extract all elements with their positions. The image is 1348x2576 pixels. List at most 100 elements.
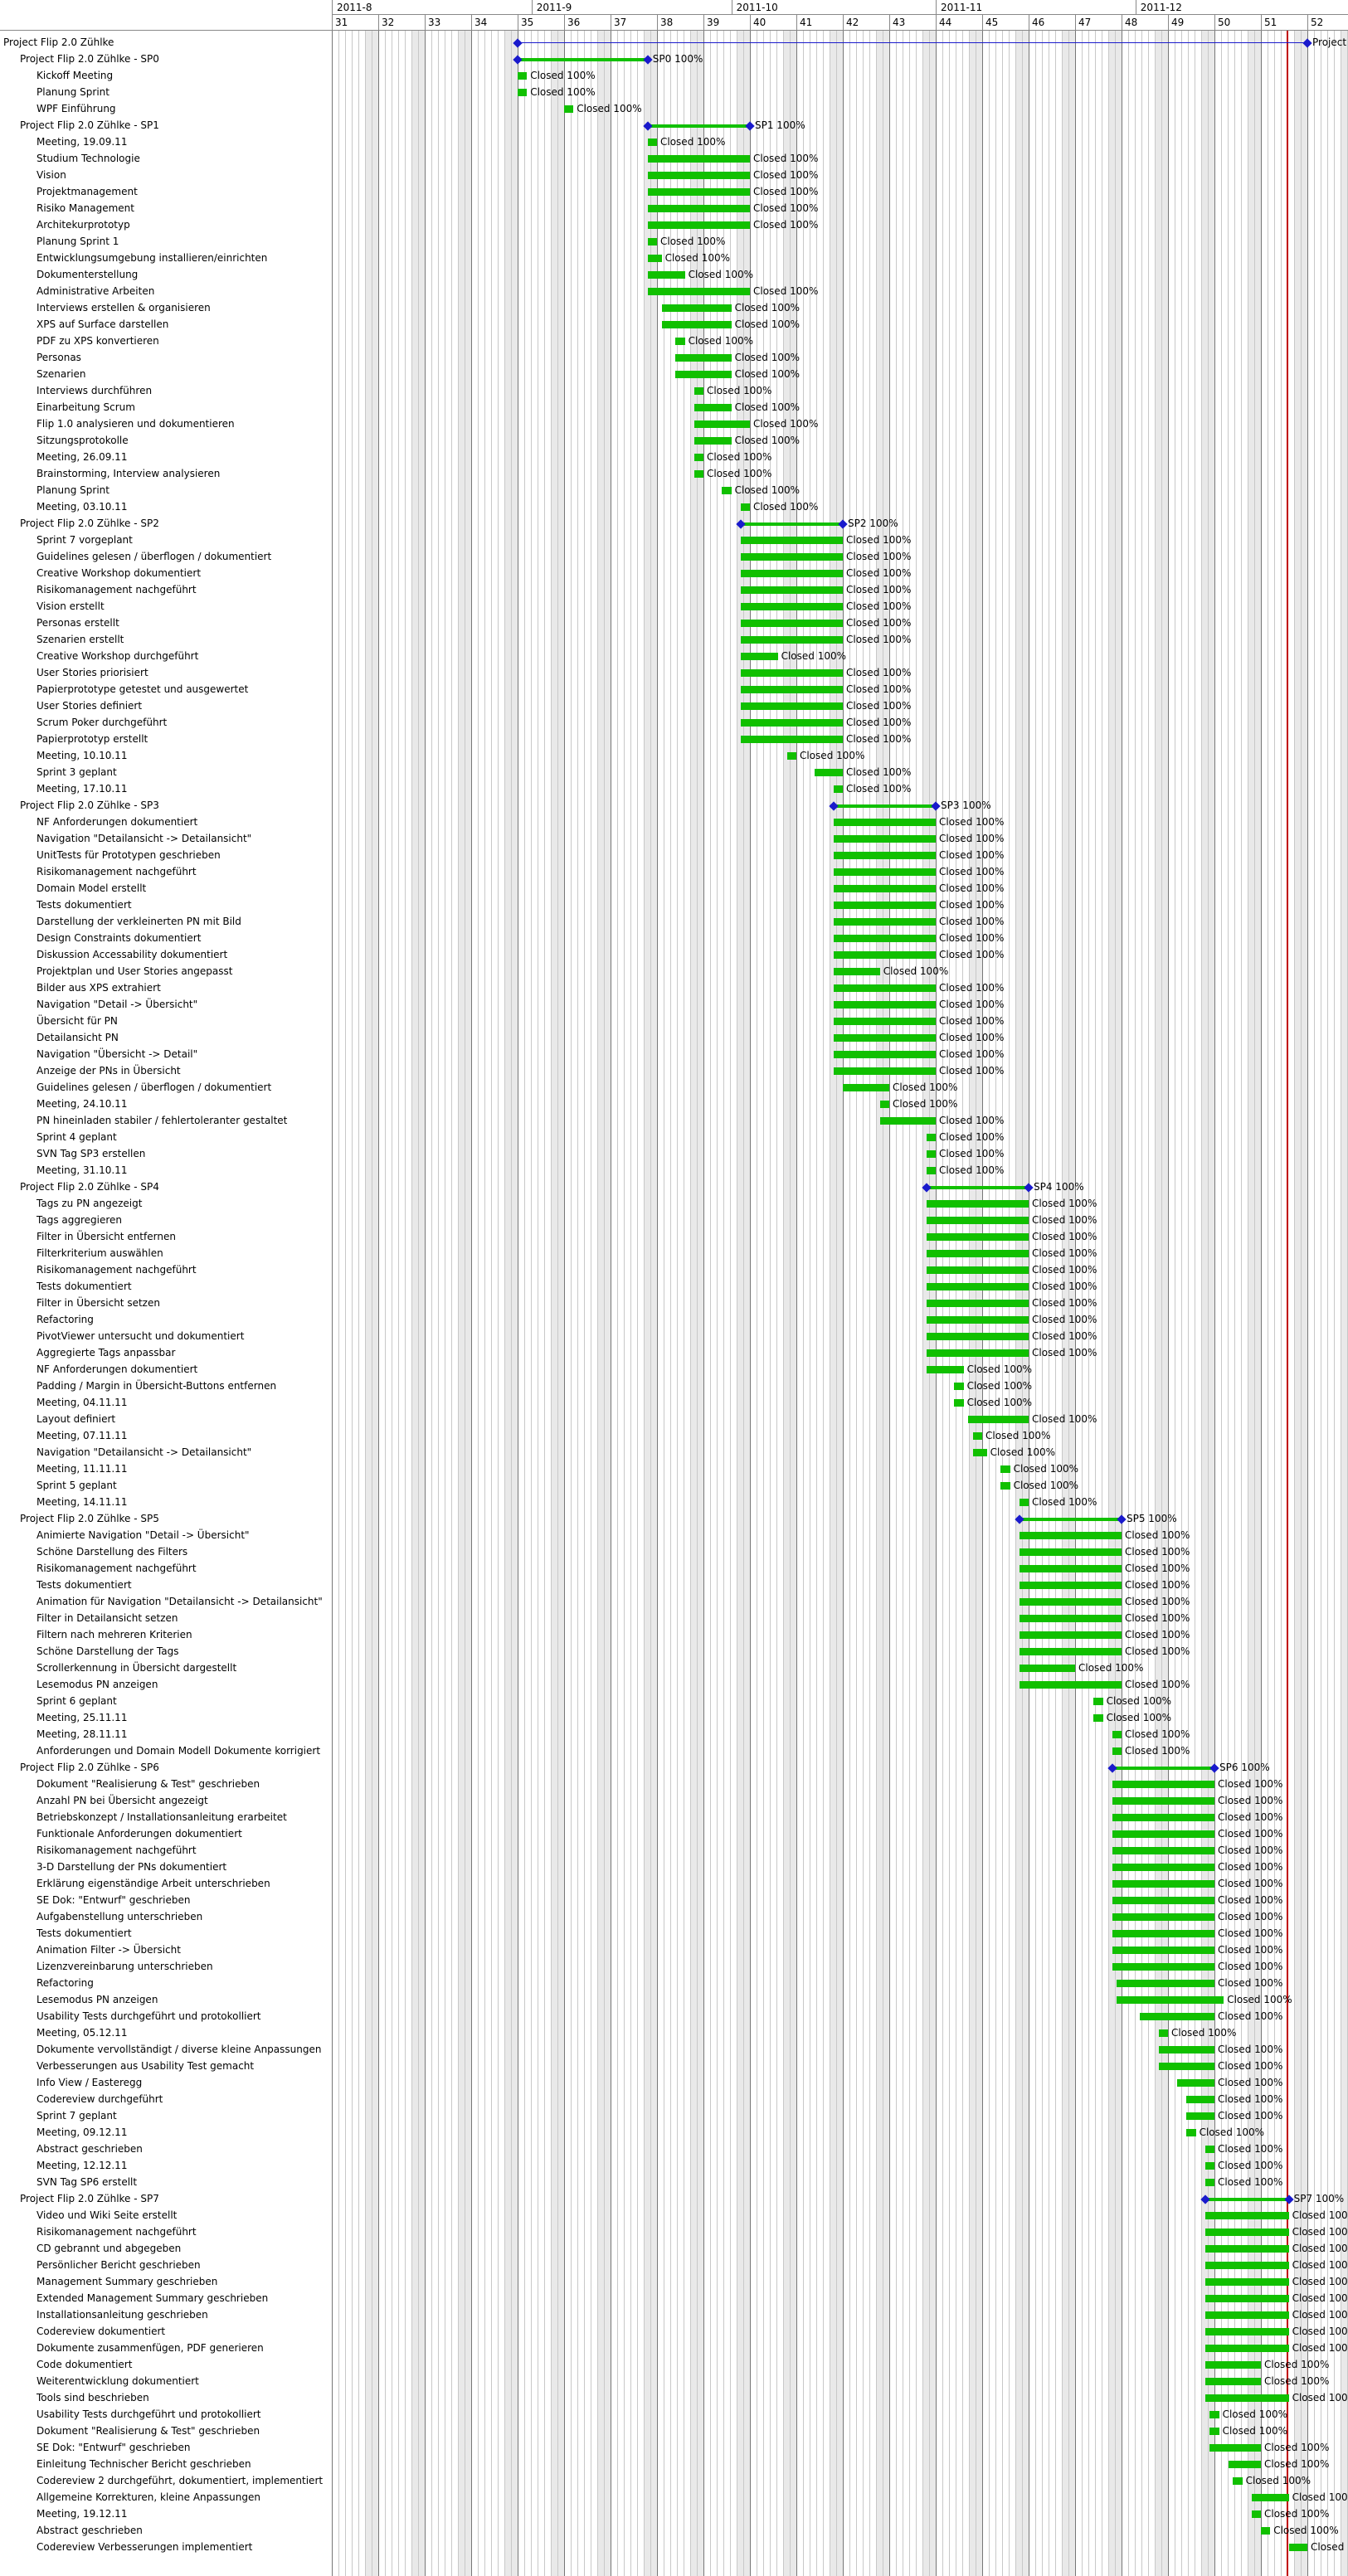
task-bar[interactable] bbox=[693, 404, 732, 411]
task-label[interactable]: Meeting, 04.11.11 bbox=[36, 1397, 128, 1408]
task-bar[interactable] bbox=[1233, 2477, 1243, 2485]
task-bar[interactable] bbox=[661, 304, 732, 312]
task-label[interactable]: Anforderungen und Domain Modell Dokument… bbox=[36, 1745, 321, 1757]
task-bar[interactable] bbox=[1093, 1714, 1103, 1722]
group-summary-line[interactable] bbox=[1019, 1518, 1122, 1521]
group-summary-line[interactable] bbox=[1112, 1767, 1214, 1770]
task-bar[interactable] bbox=[1204, 2162, 1214, 2170]
task-label[interactable]: Meeting, 17.10.11 bbox=[36, 783, 128, 795]
task-bar[interactable] bbox=[1288, 2544, 1307, 2551]
task-label[interactable]: Architekurprototyp bbox=[36, 219, 130, 231]
task-bar[interactable] bbox=[1112, 1731, 1122, 1738]
task-bar[interactable] bbox=[879, 1117, 936, 1125]
task-bar[interactable] bbox=[740, 503, 750, 511]
task-bar[interactable] bbox=[647, 288, 750, 295]
task-label[interactable]: Padding / Margin in Übersicht-Buttons en… bbox=[36, 1380, 277, 1392]
task-bar[interactable] bbox=[1019, 1648, 1122, 1655]
task-bar[interactable] bbox=[1117, 1996, 1224, 2004]
task-label[interactable]: Guidelines gelesen / überflogen / dokume… bbox=[36, 551, 272, 562]
task-label[interactable]: Meeting, 12.12.11 bbox=[36, 2160, 128, 2171]
task-label[interactable]: Funktionale Anforderungen dokumentiert bbox=[36, 1828, 242, 1840]
task-label[interactable]: Usability Tests durchgeführt und protoko… bbox=[36, 2010, 261, 2022]
task-label[interactable]: Flip 1.0 analysieren und dokumentieren bbox=[36, 418, 235, 430]
task-label[interactable]: Studium Technologie bbox=[36, 153, 140, 164]
task-label[interactable]: Lesemodus PN anzeigen bbox=[36, 1994, 158, 2005]
task-bar[interactable] bbox=[968, 1416, 1029, 1423]
task-label[interactable]: Codereview 2 durchgeführt, dokumentiert,… bbox=[36, 2475, 324, 2486]
task-bar[interactable] bbox=[1112, 1897, 1214, 1904]
task-bar[interactable] bbox=[926, 1300, 1029, 1307]
task-bar[interactable] bbox=[1204, 2245, 1289, 2253]
task-bar[interactable] bbox=[926, 1200, 1029, 1208]
group-label[interactable]: Project Flip 2.0 Zühlke - SP4 bbox=[20, 1181, 159, 1193]
task-label[interactable]: Filterkriterium auswählen bbox=[36, 1247, 163, 1259]
task-bar[interactable] bbox=[1000, 1482, 1010, 1490]
task-label[interactable]: Risikomanagement nachgeführt bbox=[36, 866, 197, 877]
task-label[interactable]: Vision erstellt bbox=[36, 600, 105, 612]
task-label[interactable]: Domain Model erstellt bbox=[36, 882, 147, 894]
task-bar[interactable] bbox=[740, 719, 843, 727]
task-bar[interactable] bbox=[1204, 2262, 1289, 2269]
task-bar[interactable] bbox=[1112, 1814, 1214, 1821]
task-bar[interactable] bbox=[1228, 2461, 1261, 2468]
task-label[interactable]: Info View / Easteregg bbox=[36, 2077, 143, 2088]
task-label[interactable]: Tags zu PN angezeigt bbox=[36, 1198, 143, 1209]
task-bar[interactable] bbox=[693, 454, 703, 461]
task-label[interactable]: Schöne Darstellung des Filters bbox=[36, 1546, 188, 1558]
group-summary-line[interactable] bbox=[518, 42, 1307, 43]
task-label[interactable]: Anzeige der PNs in Übersicht bbox=[36, 1065, 181, 1077]
task-bar[interactable] bbox=[740, 537, 843, 544]
task-label[interactable]: WPF Einführung bbox=[36, 103, 116, 114]
task-label[interactable]: Codereview Verbesserungen implementiert bbox=[36, 2541, 253, 2553]
task-label[interactable]: Übersicht für PN bbox=[36, 1015, 118, 1027]
task-bar[interactable] bbox=[843, 1084, 889, 1091]
group-label[interactable]: Project Flip 2.0 Zühlke - SP5 bbox=[20, 1513, 159, 1524]
task-bar[interactable] bbox=[647, 221, 750, 229]
task-bar[interactable] bbox=[833, 1051, 936, 1058]
task-bar[interactable] bbox=[1158, 2063, 1214, 2070]
task-label[interactable]: Meeting, 19.12.11 bbox=[36, 2508, 128, 2520]
task-bar[interactable] bbox=[1158, 2029, 1168, 2037]
task-bar[interactable] bbox=[740, 686, 843, 693]
group-summary-line[interactable] bbox=[833, 804, 936, 808]
task-label[interactable]: Personas bbox=[36, 352, 81, 363]
task-label[interactable]: 3-D Darstellung der PNs dokumentiert bbox=[36, 1861, 227, 1873]
task-bar[interactable] bbox=[564, 105, 574, 113]
task-label[interactable]: Vision bbox=[36, 169, 66, 181]
task-label[interactable]: Weiterentwicklung dokumentiert bbox=[36, 2375, 199, 2387]
task-bar[interactable] bbox=[926, 1283, 1029, 1290]
task-bar[interactable] bbox=[740, 736, 843, 743]
group-summary-line[interactable] bbox=[740, 522, 843, 526]
task-label[interactable]: CD gebrannt und abgegeben bbox=[36, 2243, 182, 2254]
task-label[interactable]: Sprint 5 geplant bbox=[36, 1480, 117, 1491]
task-label[interactable]: Meeting, 28.11.11 bbox=[36, 1728, 128, 1740]
task-bar[interactable] bbox=[1112, 1797, 1214, 1805]
group-summary-line[interactable] bbox=[1204, 2198, 1289, 2201]
task-bar[interactable] bbox=[833, 819, 936, 826]
task-bar[interactable] bbox=[833, 902, 936, 909]
task-label[interactable]: Dokumente zusammenfügen, PDF generieren bbox=[36, 2342, 264, 2354]
task-label[interactable]: Tests dokumentiert bbox=[36, 1579, 132, 1591]
task-label[interactable]: Persönlicher Bericht geschrieben bbox=[36, 2259, 201, 2271]
task-label[interactable]: Projektplan und User Stories angepasst bbox=[36, 965, 233, 977]
task-label[interactable]: Dokumenterstellung bbox=[36, 269, 139, 280]
task-bar[interactable] bbox=[1019, 1499, 1029, 1506]
task-bar[interactable] bbox=[1204, 2278, 1289, 2286]
task-label[interactable]: Meeting, 26.09.11 bbox=[36, 451, 128, 463]
task-label[interactable]: Interviews durchführen bbox=[36, 385, 153, 396]
task-label[interactable]: Codereview durchgeführt bbox=[36, 2093, 163, 2105]
task-bar[interactable] bbox=[1261, 2527, 1271, 2535]
task-bar[interactable] bbox=[1000, 1465, 1010, 1473]
task-label[interactable]: Planung Sprint bbox=[36, 86, 109, 98]
task-bar[interactable] bbox=[647, 139, 657, 146]
task-bar[interactable] bbox=[926, 1349, 1029, 1357]
task-label[interactable]: Entwicklungsumgebung installieren/einric… bbox=[36, 252, 268, 264]
task-bar[interactable] bbox=[926, 1266, 1029, 1274]
task-label[interactable]: Personas erstellt bbox=[36, 617, 119, 629]
task-bar[interactable] bbox=[1251, 2510, 1261, 2518]
task-bar[interactable] bbox=[1019, 1615, 1122, 1622]
task-label[interactable]: Bilder aus XPS extrahiert bbox=[36, 982, 161, 994]
task-bar[interactable] bbox=[1112, 1930, 1214, 1937]
task-label[interactable]: SE Dok: "Entwurf" geschrieben bbox=[36, 2442, 191, 2453]
task-label[interactable]: Filter in Übersicht setzen bbox=[36, 1297, 160, 1309]
